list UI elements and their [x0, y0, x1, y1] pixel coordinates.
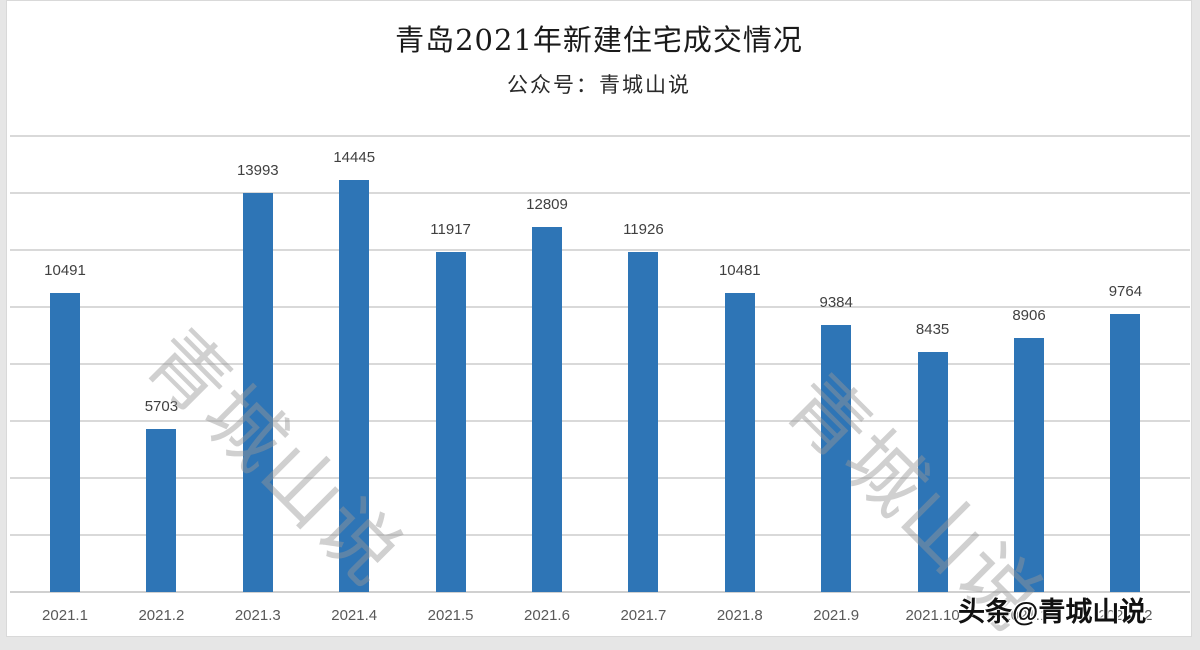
- footer-watermark: 头条@青城山说: [958, 597, 1147, 627]
- x-tick-label: 2021.5: [427, 607, 474, 624]
- chart-subtitle: 公众号：青城山说: [507, 73, 691, 97]
- bar-group: 12809: [499, 136, 595, 592]
- gridline: [10, 135, 1190, 137]
- data-label: 11926: [623, 221, 664, 239]
- x-axis-line: [10, 591, 1190, 593]
- bar-group: 14445: [306, 136, 402, 592]
- data-label: 12809: [526, 195, 568, 213]
- bar[interactable]: [917, 351, 948, 592]
- x-tick-label: 2021.3: [234, 607, 281, 624]
- bar[interactable]: [628, 252, 659, 592]
- bar-group: 11917: [403, 136, 499, 592]
- bar-group: 8906: [981, 136, 1077, 592]
- bar-group: 11926: [595, 136, 691, 592]
- gridline: [10, 420, 1190, 422]
- gridline: [10, 306, 1190, 308]
- bar-group: 13993: [210, 136, 306, 592]
- data-label: 11917: [430, 221, 471, 239]
- plot-area: 10491 5703 13993 14445 11917 12809 11926 10481 9…: [10, 135, 1190, 593]
- gridline: [10, 192, 1190, 194]
- data-label: 8435: [915, 320, 950, 338]
- x-tick-label: 2021.9: [813, 607, 860, 624]
- bar[interactable]: [435, 252, 466, 592]
- bar[interactable]: [821, 324, 852, 592]
- bar[interactable]: [1110, 313, 1141, 592]
- x-tick-label: 2021.7: [620, 607, 667, 624]
- x-tick-label: 2021.1: [42, 607, 88, 624]
- gridline: [10, 363, 1190, 365]
- bar-group: 10491: [17, 136, 113, 592]
- x-tick-label: 2021.11: [1002, 607, 1056, 624]
- bar-group: 10481: [692, 136, 788, 592]
- data-label: 9764: [1108, 282, 1143, 300]
- chart-frame: 青岛2021年新建住宅成交情况 公众号：青城山说: [6, 0, 1192, 637]
- bar[interactable]: [532, 226, 562, 592]
- gridline: [10, 477, 1190, 479]
- bar-group: 5703: [113, 136, 209, 592]
- bar-group: 8435: [885, 136, 981, 592]
- bar[interactable]: [242, 193, 273, 592]
- data-label: 14445: [333, 149, 376, 167]
- bar-group: 9384: [788, 136, 884, 592]
- data-label: 13993: [236, 162, 279, 180]
- x-tick-label: 2021.4: [331, 607, 378, 624]
- x-tick-label: 2021.10: [905, 607, 960, 624]
- bar[interactable]: [50, 293, 80, 592]
- bar-group: 9764: [1077, 136, 1173, 592]
- data-label: 10481: [718, 262, 761, 280]
- x-tick-label: 2021.6: [524, 607, 570, 624]
- x-tick-label: 2021.12: [1098, 607, 1153, 624]
- bar[interactable]: [1014, 338, 1044, 592]
- bar[interactable]: [724, 293, 755, 592]
- data-label: 5703: [144, 398, 179, 416]
- bar[interactable]: [146, 429, 177, 592]
- data-label: 9384: [819, 293, 853, 311]
- x-tick-label: 2021.2: [138, 607, 185, 624]
- x-tick-label: 2021.8: [716, 607, 763, 624]
- data-label: 8906: [1012, 307, 1046, 325]
- bar[interactable]: [339, 180, 370, 592]
- chart-title: 青岛2021年新建住宅成交情况: [395, 23, 803, 57]
- gridline: [10, 534, 1190, 536]
- data-label: 10491: [44, 262, 86, 279]
- gridline: [10, 249, 1190, 251]
